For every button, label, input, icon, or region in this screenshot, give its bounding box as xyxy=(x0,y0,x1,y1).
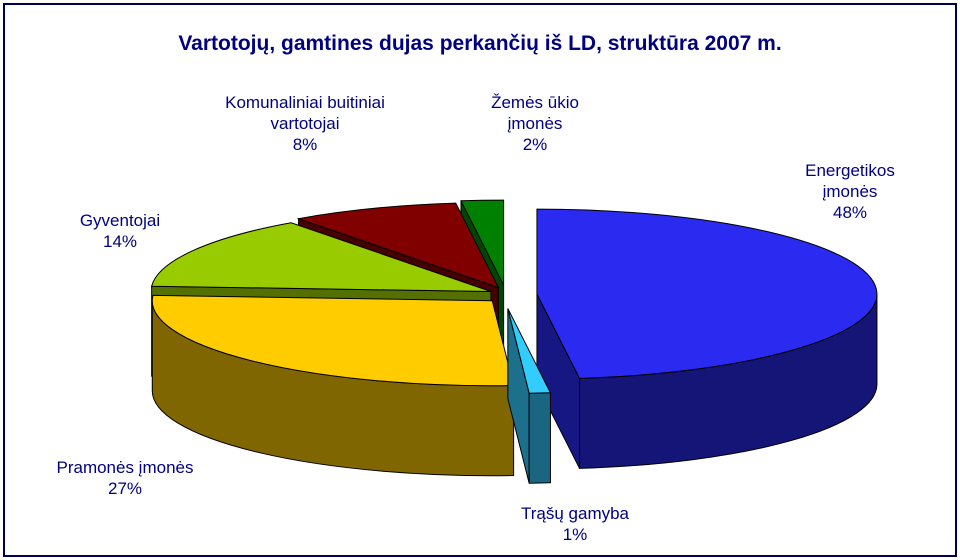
slice-top xyxy=(151,222,492,293)
category-label: Gyventojai xyxy=(79,211,161,230)
category-label: Trąšų gamyba xyxy=(520,504,630,523)
slice-label: Komunaliniai buitiniai vartotojai 8% xyxy=(210,92,400,155)
slice-top xyxy=(151,294,515,387)
category-label: Pramonės įmonės xyxy=(56,458,194,477)
chart-title: Vartotojų, gamtines dujas perkančių iš L… xyxy=(178,32,782,55)
category-label: Komunaliniai buitiniai vartotojai xyxy=(225,93,385,133)
slice-label: Trąšų gamyba 1% xyxy=(505,503,645,545)
slice-label: Pramonės įmonės 27% xyxy=(20,457,230,499)
slice-top xyxy=(507,308,552,394)
value-label: 1% xyxy=(562,525,588,544)
slice-label: Gyventojai 14% xyxy=(45,210,195,252)
slice-top xyxy=(296,202,500,289)
value-label: 14% xyxy=(102,232,138,251)
value-label: 8% xyxy=(292,135,318,154)
category-label: Energetikos įmonės xyxy=(805,161,895,201)
slice-top xyxy=(460,199,505,286)
slice-side xyxy=(528,392,551,484)
chart-frame xyxy=(3,3,957,557)
value-label: 27% xyxy=(107,479,143,498)
value-label: 48% xyxy=(832,203,868,222)
slice-top xyxy=(536,208,878,379)
category-label: Žemės ūkio įmonės xyxy=(491,93,579,133)
value-label: 2% xyxy=(522,135,548,154)
slice-label: Žemės ūkio įmonės 2% xyxy=(470,92,600,155)
slice-label: Energetikos įmonės 48% xyxy=(780,160,920,223)
